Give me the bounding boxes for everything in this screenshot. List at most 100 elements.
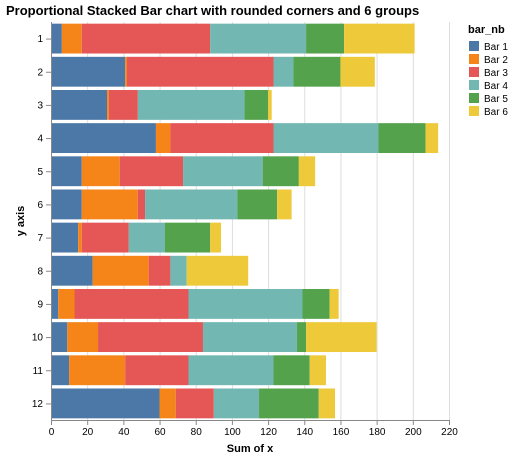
bar-segment — [213, 388, 260, 419]
bar-segment — [170, 255, 187, 286]
bar-segment — [51, 189, 82, 220]
bar-segment — [51, 288, 59, 319]
x-tick-label: 100 — [224, 427, 241, 438]
bar-segment — [137, 89, 245, 120]
legend-swatch — [469, 80, 479, 90]
x-axis: 0 20 40 60 80 100 120 140 160 180 200 220 — [49, 420, 458, 438]
bar-segment — [237, 189, 278, 220]
bar-segment — [309, 355, 326, 386]
bar-segment — [273, 355, 310, 386]
legend-swatch — [469, 67, 479, 77]
y-tick-label: 2 — [37, 67, 43, 78]
x-tick-label: 120 — [260, 427, 277, 438]
bar-segment — [51, 23, 62, 54]
bar-segment — [329, 288, 339, 319]
y-tick-label: 1 — [37, 34, 43, 45]
bar-segment — [188, 355, 274, 386]
bar-segment — [155, 123, 171, 154]
bar-segment — [210, 23, 307, 54]
x-tick-label: 40 — [118, 427, 130, 438]
bar-segment — [61, 23, 82, 54]
bar-segment — [145, 189, 238, 220]
bar-segment — [126, 56, 274, 87]
legend-label: Bar 6 — [484, 107, 508, 118]
bar-segment — [51, 388, 160, 419]
bar-segment — [125, 355, 189, 386]
bar-segment — [273, 123, 379, 154]
bar-segment — [293, 56, 341, 87]
bar-segment — [318, 388, 336, 419]
legend-label: Bar 1 — [484, 42, 508, 53]
bar-segment — [188, 288, 303, 319]
legend-label: Bar 5 — [484, 94, 508, 105]
legend-title: bar_nb — [468, 24, 505, 36]
bar-segment — [78, 222, 82, 253]
bar-segment — [262, 156, 299, 187]
x-tick-label: 220 — [441, 427, 458, 438]
bar-segment — [298, 156, 316, 187]
bar-segment — [302, 288, 330, 319]
bars — [51, 23, 439, 419]
legend-label: Bar 2 — [484, 55, 508, 66]
y-tick-label: 4 — [37, 134, 43, 145]
legend-label: Bar 3 — [484, 68, 508, 79]
bar-segment — [81, 189, 138, 220]
legend-swatch — [469, 93, 479, 103]
y-tick-label: 9 — [37, 299, 43, 310]
bar-segment — [259, 388, 319, 419]
bar-segment — [98, 322, 203, 353]
bar-segment — [51, 156, 82, 187]
bar-segment — [306, 322, 377, 353]
chart-title: Proportional Stacked Bar chart with roun… — [6, 3, 419, 18]
bar-segment — [128, 222, 165, 253]
y-axis-title: y axis — [15, 206, 27, 237]
y-tick-label: 8 — [37, 266, 43, 277]
legend: bar_nb Bar 1 Bar 2 Bar 3 Bar 4 Bar 5 Bar 6 — [468, 24, 508, 118]
bar-segment — [107, 89, 109, 120]
bar-segment — [69, 355, 126, 386]
x-tick-label: 0 — [49, 427, 55, 438]
bar-segment — [159, 388, 176, 419]
bar-segment — [51, 255, 93, 286]
x-tick-label: 80 — [191, 427, 203, 438]
bar-segment — [244, 89, 269, 120]
bar-segment — [297, 322, 307, 353]
bar-segment — [425, 123, 439, 154]
bar-segment — [92, 255, 149, 286]
bar-segment — [81, 156, 120, 187]
bar-segment — [175, 388, 214, 419]
bar-segment — [51, 56, 126, 87]
bar-segment — [58, 288, 75, 319]
y-tick-label: 5 — [37, 167, 43, 178]
bar-segment — [148, 255, 171, 286]
x-tick-label: 160 — [333, 427, 350, 438]
bar-segment — [202, 322, 298, 353]
bar-segment — [67, 322, 99, 353]
bar-segment — [210, 222, 222, 253]
bar-segment — [183, 156, 263, 187]
y-tick-label: 6 — [37, 200, 43, 211]
bar-segment — [74, 288, 189, 319]
bar-segment — [51, 89, 108, 120]
bar-segment — [51, 322, 68, 353]
y-tick-label: 3 — [37, 100, 43, 111]
bar-segment — [344, 23, 415, 54]
bar-segment — [51, 222, 79, 253]
bar-segment — [273, 56, 294, 87]
bar-segment — [51, 355, 70, 386]
legend-swatch — [469, 54, 479, 64]
bar-segment — [378, 123, 426, 154]
y-tick-label: 7 — [37, 233, 43, 244]
x-tick-label: 200 — [405, 427, 422, 438]
y-tick-label: 10 — [32, 333, 44, 344]
bar-segment — [277, 189, 292, 220]
bar-segment — [119, 156, 184, 187]
x-tick-label: 140 — [296, 427, 313, 438]
bar-segment — [108, 89, 138, 120]
x-tick-label: 60 — [154, 427, 166, 438]
grid-lines — [51, 22, 450, 420]
bar-segment — [306, 23, 345, 54]
x-tick-label: 20 — [82, 427, 94, 438]
